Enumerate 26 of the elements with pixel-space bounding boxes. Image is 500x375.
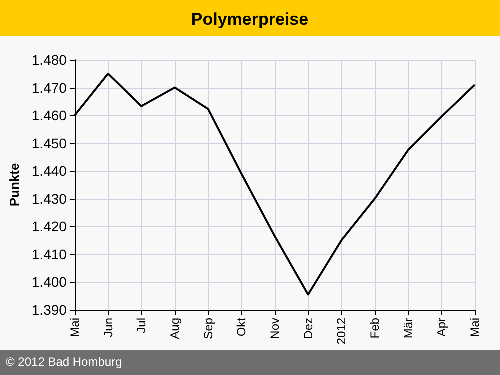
y-tick-label: 1.470 (32, 80, 68, 96)
x-tick-label: Okt (234, 317, 249, 337)
y-tick-label: 1.440 (32, 163, 68, 180)
x-tick-label: Feb (368, 318, 382, 339)
y-tick-label: 1.410 (32, 246, 68, 262)
y-tick-label: 1.450 (32, 135, 68, 152)
y-tick-label: 1.460 (32, 108, 68, 124)
y-axis-title: Punkte (7, 163, 22, 207)
x-tick-label: Dez (301, 318, 316, 340)
text: © 2012 Bad Homburg (6, 355, 122, 369)
x-tick-label: 2012 (334, 318, 349, 345)
x-tick-label: Jun (101, 318, 116, 338)
x-tick-label: Nov (268, 318, 282, 340)
y-tick-label: 1.480 (32, 52, 68, 68)
chart-title: Polymerpreise (191, 10, 309, 29)
y-tick-label: 1.400 (32, 274, 68, 290)
y-tick-label: 1.390 (32, 302, 68, 318)
x-tick-label: Mai (468, 318, 482, 338)
x-tick-label: Jul (134, 318, 149, 334)
x-tick-label: Apr (434, 318, 449, 337)
y-tick-label: 1.430 (32, 190, 68, 207)
x-tick-label: Mär (401, 318, 416, 339)
y-tick-label: 1.420 (32, 218, 68, 235)
x-tick-label: Mai (68, 318, 82, 338)
x-tick-label: Sep (201, 318, 216, 340)
x-tick-label: Aug (168, 318, 182, 340)
